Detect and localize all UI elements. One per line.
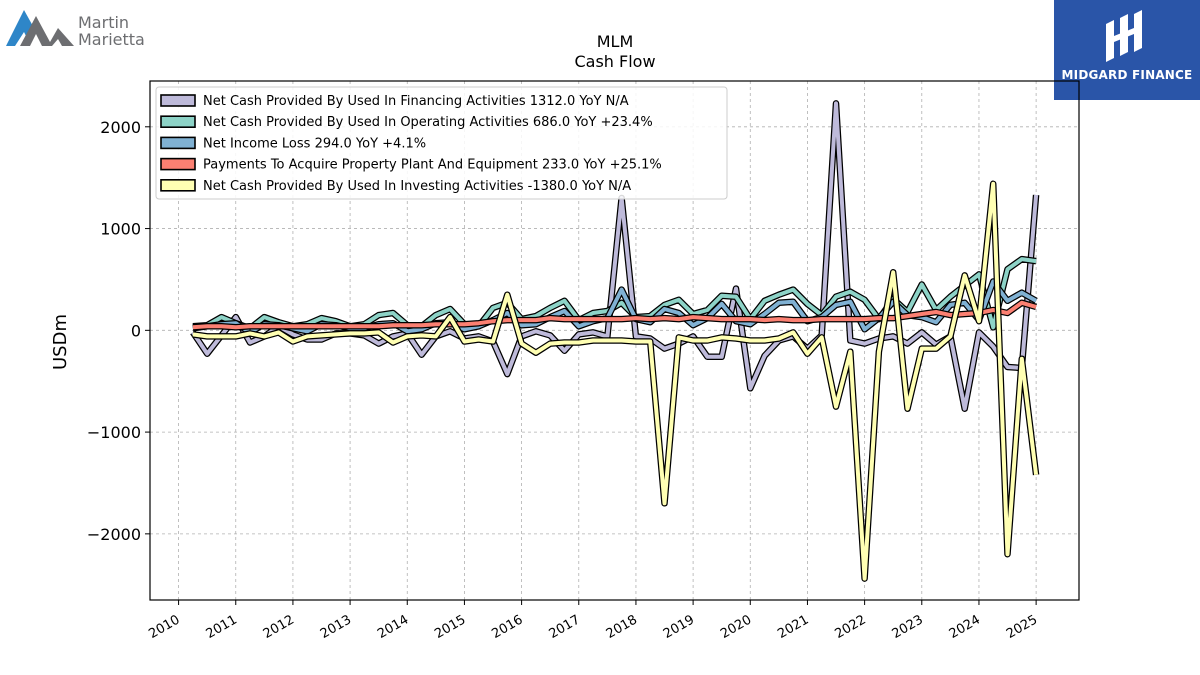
- x-tick-label: 2021: [775, 612, 811, 642]
- legend-label-2: Net Income Loss 294.0 YoY +4.1%: [203, 136, 426, 151]
- legend-label-1: Net Cash Provided By Used In Operating A…: [203, 115, 653, 130]
- midgard-finance-logo: MIDGARD FINANCE: [1054, 0, 1200, 100]
- legend-swatch-4: [160, 179, 196, 192]
- legend-swatch-3: [160, 157, 196, 171]
- legend-label-0: Net Cash Provided By Used In Financing A…: [203, 94, 629, 109]
- x-axis: 2010 2011 2012 2013 2014 2015 2016 2017 2018 2019…: [146, 600, 1040, 642]
- y-tick-label: −1000: [87, 423, 141, 442]
- series-line-4: [192, 181, 1039, 581]
- legend: Net Cash Provided By Used In Financing A…: [155, 86, 728, 200]
- legend-box: [155, 86, 728, 200]
- brand-line-2: Marietta: [78, 30, 145, 49]
- y-tick-label: 2000: [100, 118, 141, 137]
- y-tick-label: 1000: [100, 220, 141, 239]
- legend-swatch-2: [160, 136, 196, 150]
- legend-swatch-1: [160, 115, 196, 128]
- martin-marietta-logo: Martin Marietta: [6, 6, 166, 50]
- plot-frame: [149, 80, 1080, 601]
- midgard-emblem-icon: [1106, 10, 1142, 62]
- chart-title: MLM: [597, 32, 634, 51]
- x-tick-label: 2019: [661, 612, 697, 642]
- x-tick-label: 2012: [261, 612, 297, 642]
- x-tick-label: 2015: [432, 612, 468, 642]
- x-tick-label: 2011: [204, 612, 240, 642]
- midgard-finance-wordmark: MIDGARD FINANCE: [1061, 68, 1193, 82]
- brand-line-1: Martin: [78, 13, 130, 32]
- y-axis-label: USDm: [50, 314, 71, 370]
- series-layer: [190, 100, 1040, 582]
- martin-marietta-wordmark: Martin Marietta: [78, 14, 145, 48]
- x-tick-label: 2010: [146, 612, 182, 642]
- x-tick-label: 2017: [547, 612, 583, 642]
- chart-subtitle: Cash Flow: [574, 52, 655, 71]
- legend-swatch-0: [160, 94, 196, 107]
- y-tick-label: 0: [131, 321, 141, 340]
- x-tick-label: 2016: [489, 612, 525, 642]
- x-tick-label: 2024: [947, 612, 983, 642]
- x-tick-label: 2025: [1004, 612, 1040, 642]
- y-tick-label: −2000: [87, 525, 141, 544]
- x-tick-label: 2014: [375, 612, 411, 642]
- mountain-logo-icon: [6, 10, 74, 46]
- x-tick-label: 2018: [604, 612, 640, 642]
- x-tick-label: 2013: [318, 612, 354, 642]
- legend-label-4: Net Cash Provided By Used In Investing A…: [203, 179, 631, 194]
- legend-label-3: Payments To Acquire Property Plant And E…: [203, 158, 662, 173]
- x-tick-label: 2022: [832, 612, 868, 642]
- y-axis: −2000 −1000 0 1000 2000: [87, 118, 150, 544]
- x-tick-label: 2020: [718, 612, 754, 642]
- x-tick-label: 2023: [890, 612, 926, 642]
